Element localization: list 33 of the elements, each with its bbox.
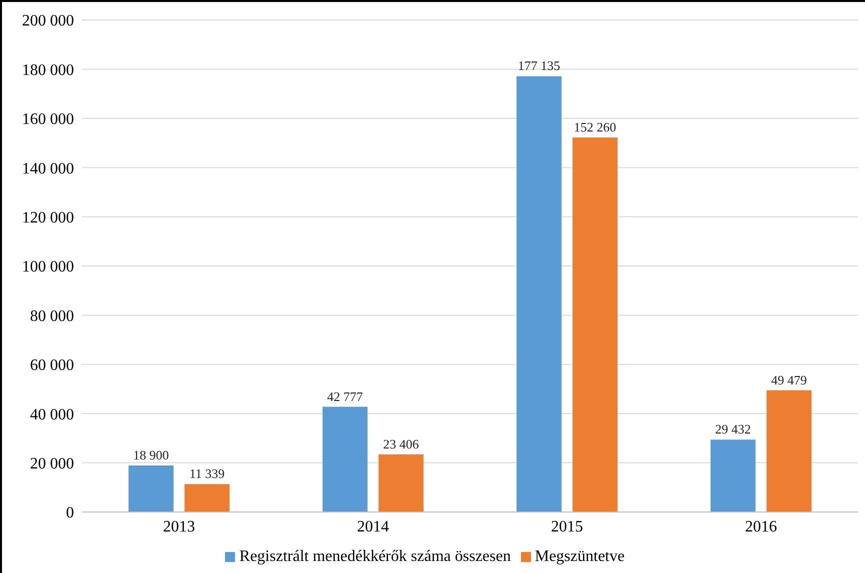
legend-label: Regisztrált menedékkérők száma összesen xyxy=(239,548,511,565)
y-tick-label: 100 000 xyxy=(22,258,74,276)
data-label: 177 135 xyxy=(518,58,560,74)
data-label: 23 406 xyxy=(383,436,420,452)
y-tick-label: 180 000 xyxy=(22,62,74,79)
y-tick-label: 0 xyxy=(66,504,74,522)
bar xyxy=(710,440,756,512)
bar xyxy=(322,406,368,512)
data-label: 49 479 xyxy=(771,372,807,388)
bar xyxy=(516,76,562,512)
x-tick-label: 2015 xyxy=(551,518,583,536)
data-label: 29 432 xyxy=(715,422,751,437)
y-tick-label: 120 000 xyxy=(22,209,74,226)
x-tick-label: 2016 xyxy=(745,518,777,536)
data-label: 152 260 xyxy=(574,119,616,134)
y-tick-label: 160 000 xyxy=(22,111,74,128)
bar xyxy=(184,484,230,512)
y-tick-label: 200 000 xyxy=(22,12,74,30)
bar xyxy=(128,466,174,512)
bar xyxy=(572,137,618,512)
y-tick-label: 40 000 xyxy=(30,406,74,424)
data-label: 18 900 xyxy=(133,448,169,463)
x-tick-label: 2013 xyxy=(163,518,195,536)
y-tick-label: 20 000 xyxy=(30,455,74,472)
y-tick-label: 140 000 xyxy=(22,160,74,178)
y-tick-label: 80 000 xyxy=(30,308,74,325)
y-tick-label: 60 000 xyxy=(30,357,74,374)
bar xyxy=(378,454,424,512)
legend-label: Megszüntetve xyxy=(534,548,625,565)
x-tick-label: 2014 xyxy=(357,518,389,536)
bar xyxy=(766,390,812,512)
data-label: 11 339 xyxy=(189,466,225,482)
data-label: 42 777 xyxy=(327,388,364,404)
